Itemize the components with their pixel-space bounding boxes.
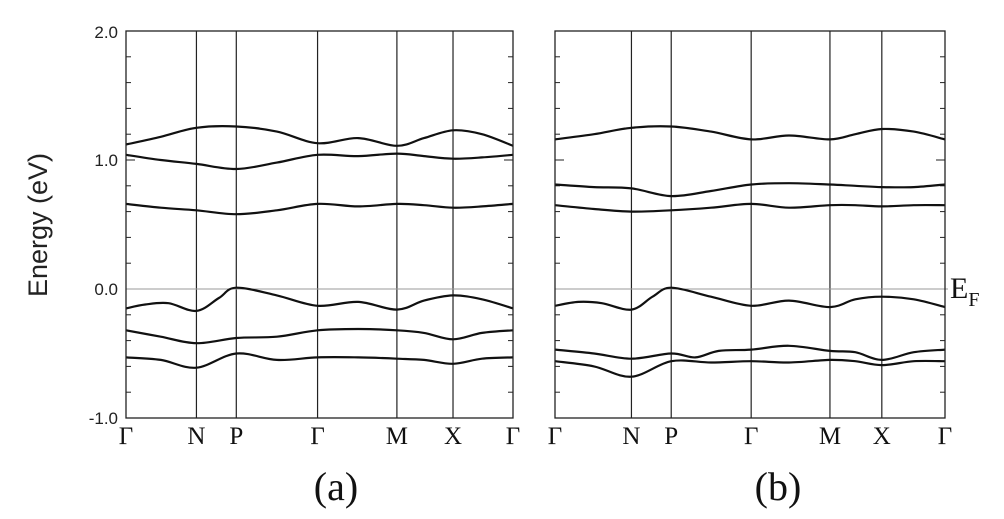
x-tick-label: N (187, 423, 205, 450)
fermi-label-sub: F (968, 289, 979, 311)
band-line-3 (125, 202, 514, 216)
band-line-3 (554, 202, 946, 213)
x-tick-label: M (386, 423, 408, 450)
x-tick-label: Γ (744, 423, 758, 450)
band-line-6 (125, 352, 514, 369)
x-tick-label: M (819, 423, 841, 450)
y-axis-label: Energy (eV) (23, 153, 53, 297)
ytick-label-m1: -1.0 (89, 409, 118, 428)
x-tick-label: Γ (938, 423, 952, 450)
x-tick-label: P (664, 423, 678, 450)
ytick-label-2: 2.0 (94, 23, 118, 42)
x-tick-label: Γ (119, 423, 133, 450)
panel-b-symmetry-lines (630, 31, 883, 418)
x-tick-label: Γ (548, 423, 562, 450)
panel-a-y-ticks (126, 30, 513, 419)
x-tick-label: X (444, 423, 462, 450)
panel-a-frame (125, 30, 514, 419)
band-line-4 (125, 286, 514, 313)
band-line-2 (554, 182, 946, 198)
band-line-1 (554, 125, 946, 141)
x-tick-label: Γ (506, 423, 520, 450)
ytick-label-0: 0.0 (94, 280, 118, 299)
fermi-level-label: EF (950, 272, 979, 311)
band-line-4 (554, 286, 946, 311)
panel-a-bands (125, 125, 514, 369)
band-line-5 (125, 327, 514, 345)
x-tick-label: N (622, 423, 640, 450)
x-tick-label: X (873, 423, 891, 450)
x-tick-label: P (229, 423, 243, 450)
panel-label-a: (a) (314, 464, 358, 509)
band-line-1 (125, 125, 514, 147)
panel-label-b: (b) (755, 464, 802, 509)
band-line-2 (125, 152, 514, 171)
panel-b-bands (554, 125, 946, 378)
band-line-6 (554, 358, 946, 378)
panel-b-frame (554, 30, 946, 419)
fermi-label-e: E (950, 272, 968, 305)
band-line-5 (554, 344, 946, 362)
x-tick-label: Γ (310, 423, 324, 450)
ytick-label-1: 1.0 (94, 151, 118, 170)
